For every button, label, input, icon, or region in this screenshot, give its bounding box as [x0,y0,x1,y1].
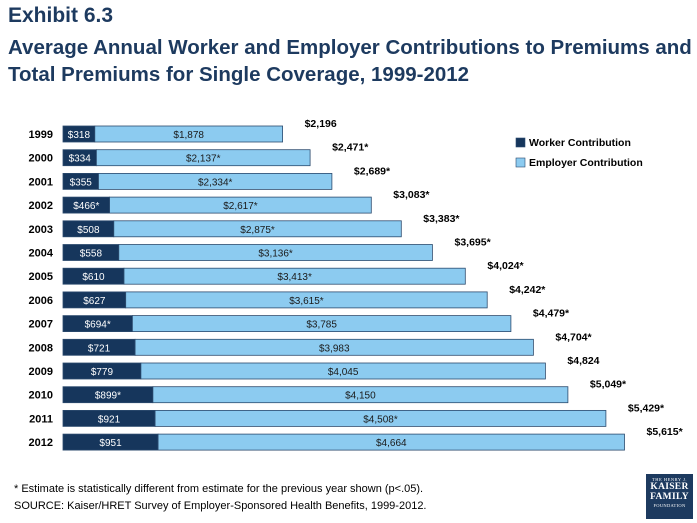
total-value-label: $4,824 [567,355,599,367]
year-label: 2006 [29,295,53,307]
year-label: 1999 [29,129,53,141]
year-label: 2008 [29,342,53,354]
year-label: 2002 [29,200,53,212]
footnote: * Estimate is statistically different fr… [14,483,424,495]
employer-value-label: $3,785 [306,320,337,331]
worker-value-label: $334 [69,154,92,165]
employer-bar [140,362,546,380]
worker-value-label: $721 [88,343,111,354]
employer-bar [109,196,372,214]
employer-value-label: $1,878 [173,130,204,141]
total-value-label: $4,024* [487,260,524,272]
total-value-label: $4,479* [533,308,570,320]
employer-bar [118,244,433,261]
worker-value-label: $921 [98,414,121,425]
legend-swatch [515,157,526,168]
worker-value-label: $610 [82,272,105,283]
worker-value-label: $558 [80,249,103,260]
year-label: 2005 [29,271,53,283]
worker-value-label: $694* [85,320,111,331]
employer-value-label: $2,137* [186,154,221,165]
source-note: SOURCE: Kaiser/HRET Survey of Employer-S… [14,500,427,512]
total-value-label: $4,242* [509,284,546,296]
total-value-label: $2,471* [332,142,369,154]
total-value-label: $5,429* [628,402,665,414]
year-label: 2003 [29,224,53,236]
worker-value-label: $951 [99,438,122,449]
employer-bar [125,291,488,309]
employer-value-label: $3,615* [289,296,324,307]
employer-bar [113,220,402,238]
year-label: 2011 [29,413,53,425]
worker-value-label: $508 [77,225,100,236]
employer-bar [154,409,607,427]
employer-value-label: $2,617* [223,201,258,212]
worker-value-label: $779 [91,367,114,378]
logo-line-1: THE HENRY J. [652,477,687,482]
logo-line-3: FAMILY [650,492,689,502]
employer-bar [131,315,512,333]
worker-value-label: $355 [70,177,93,188]
employer-bar [98,173,333,190]
exhibit-label: Exhibit 6.3 [8,4,114,27]
total-value-label: $3,695* [455,237,492,249]
year-label: 2010 [29,390,53,402]
logo-line-4: FOUNDATION [653,503,686,508]
worker-value-label: $318 [68,130,91,141]
year-label: 2009 [29,366,53,378]
total-value-label: $4,704* [555,331,592,343]
employer-value-label: $3,413* [277,272,312,283]
employer-value-label: $2,875* [240,225,275,236]
total-value-label: $2,689* [354,165,391,177]
legend-label: Worker Contribution [529,137,631,149]
employer-bar [157,433,625,451]
employer-value-label: $3,983 [319,343,350,354]
employer-value-label: $4,664 [376,438,407,449]
employer-value-label: $3,136* [258,249,293,260]
worker-value-label: $466* [73,201,99,212]
employer-value-label: $2,334* [198,177,233,188]
year-label: 2007 [29,319,53,331]
employer-bar [152,386,569,404]
employer-value-label: $4,045 [328,367,359,378]
logo-line-2: KAISER [650,482,689,492]
worker-value-label: $627 [83,296,106,307]
kff-logo: THE HENRY J. KAISER FAMILY FOUNDATION [646,474,693,519]
legend-swatch [515,137,526,148]
employer-bar [134,338,534,356]
year-label: 2012 [29,437,53,449]
chart-title: Average Annual Worker and Employer Contr… [8,36,692,86]
year-label: 2001 [29,176,53,188]
employer-bar [94,125,284,143]
employer-bar [96,149,311,167]
total-value-label: $5,615* [647,426,684,438]
employer-value-label: $4,508* [363,414,398,425]
year-label: 2000 [29,153,53,165]
stacked-bar-chart: 1999 $318 $1,878 $2,196 2000 $334 $2,137* $2,47… [29,118,684,451]
legend-label: Employer Contribution [529,157,643,169]
total-value-label: $3,383* [423,213,460,225]
total-value-label: $2,196 [305,118,337,130]
total-value-label: $3,083* [393,189,430,201]
total-value-label: $5,049* [590,379,627,391]
year-label: 2004 [29,248,54,260]
employer-value-label: $4,150 [345,391,376,402]
employer-bar [123,267,466,285]
worker-value-label: $899* [95,391,121,402]
